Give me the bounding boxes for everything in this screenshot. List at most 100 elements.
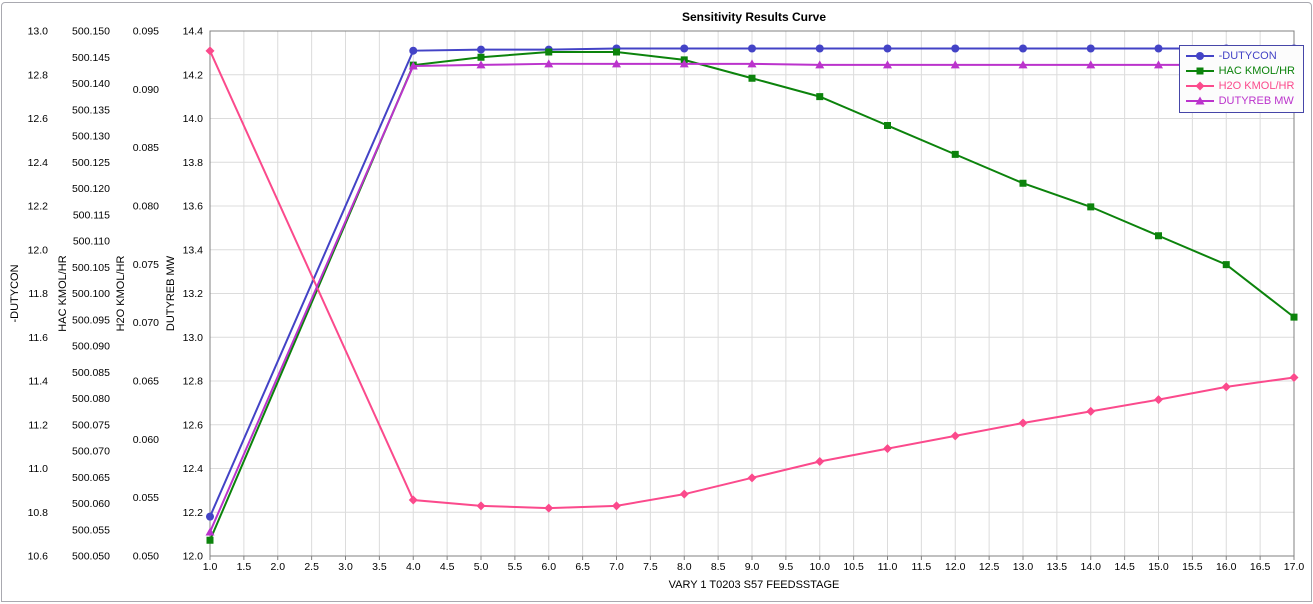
x-tick-label: 16.5: [1250, 561, 1271, 573]
y-axis-title-2: H2O KMOL/HR: [115, 256, 127, 332]
x-tick-label: 1.5: [237, 561, 252, 573]
y-tick-label: 500.135: [72, 104, 110, 116]
x-tick-label: 12.5: [979, 561, 1000, 573]
y-tick-label: 14.2: [183, 69, 204, 81]
legend-item-hac-kmol-hr[interactable]: HAC KMOL/HR: [1185, 65, 1295, 77]
series-hac-kmol-hr: [206, 48, 1298, 544]
x-tick-label: 9.0: [745, 561, 760, 573]
y-axis-2: 0.050 0.055 0.060 0.065 0.070 0.075 0.080 0.085…: [115, 26, 159, 563]
legend-item-label: -DUTYCON: [1218, 50, 1277, 62]
x-axis-title: VARY 1 T0203 S57 FEEDSSTAGE: [669, 579, 840, 591]
x-tick-label: 8.0: [677, 561, 692, 573]
y-tick-label: 500.060: [72, 498, 110, 510]
y-tick-label: 0.080: [133, 201, 159, 213]
y-tick-label: 0.050: [133, 551, 159, 563]
x-tick-label: 2.0: [270, 561, 285, 573]
x-tick-label: 14.5: [1114, 561, 1135, 573]
y-tick-label: 12.0: [183, 551, 204, 563]
y-tick-label: 500.080: [72, 393, 110, 405]
y-tick-label: 13.6: [183, 201, 204, 213]
y-tick-label: 13.0: [28, 26, 49, 38]
x-tick-label: 11.5: [912, 561, 932, 573]
legend-item-dutyreb-mw[interactable]: DUTYREB MW: [1185, 95, 1295, 107]
y-tick-label: 13.8: [183, 157, 204, 169]
x-tick-label: 3.0: [338, 561, 353, 573]
y-tick-label: 13.2: [183, 288, 204, 300]
x-tick-label: 8.5: [711, 561, 726, 573]
y-tick-label: 11.6: [28, 332, 48, 344]
y-tick-label: 13.4: [183, 244, 204, 256]
x-tick-label: 16.0: [1216, 561, 1237, 573]
x-tick-label: 10.0: [810, 561, 831, 573]
x-tick-label: 4.5: [440, 561, 455, 573]
y-tick-label: 0.070: [133, 317, 159, 329]
y-tick-label: 11.8: [28, 288, 48, 300]
legend-marker-icon: [1185, 67, 1214, 75]
y-tick-label: 12.8: [28, 69, 49, 81]
y-tick-label: 500.095: [72, 314, 110, 326]
y-axis-title-0: -DUTYCON: [9, 264, 21, 322]
x-tick-label: 3.5: [372, 561, 387, 573]
y-tick-label: 500.090: [72, 341, 110, 353]
y-tick-label: 12.4: [28, 157, 49, 169]
x-tick-label: 1.0: [203, 561, 218, 573]
y-tick-label: 10.6: [28, 551, 49, 563]
gridlines: [209, 30, 1295, 557]
x-tick-label: 15.5: [1182, 561, 1203, 573]
legend-item-h2o-kmol-hr[interactable]: H2O KMOL/HR: [1185, 80, 1295, 92]
y-tick-label: 12.8: [183, 376, 204, 388]
series-dutyreb-mw: [205, 59, 1299, 536]
y-axis-3: 12.0 12.2 12.4 12.6 12.8 13.0 13.2 13.4 13.6 13.8…: [165, 26, 203, 563]
y-tick-label: 12.6: [183, 419, 204, 431]
y-tick-label: 12.0: [28, 244, 49, 256]
x-tick-label: 12.0: [945, 561, 966, 573]
y-tick-label: 500.055: [72, 524, 110, 536]
y-tick-label: 14.4: [183, 26, 204, 38]
x-tick-label: 13.5: [1047, 561, 1068, 573]
y-tick-label: 500.100: [72, 288, 110, 300]
y-tick-label: 500.070: [72, 446, 110, 458]
legend-marker-icon: [1185, 52, 1214, 60]
legend: -DUTYCON HAC KMOL/HR H2O KMOL/HR DUTYREB MW: [1178, 45, 1304, 113]
y-tick-label: 0.095: [133, 26, 159, 38]
axes: 10.6 10.8 11.0 11.2 11.4 11.6 11.8 12.0 12.2 12.4…: [9, 26, 1304, 574]
y-tick-label: 500.130: [72, 131, 110, 143]
y-tick-label: 12.4: [183, 463, 204, 475]
x-tick-label: 7.0: [609, 561, 624, 573]
y-tick-label: 500.125: [72, 157, 110, 169]
x-tick-label: 15.0: [1148, 561, 1169, 573]
y-tick-label: 500.065: [72, 472, 110, 484]
series-group: [205, 44, 1299, 544]
legend-item-label: HAC KMOL/HR: [1218, 65, 1295, 77]
legend-marker-icon: [1185, 96, 1214, 105]
y-tick-label: 500.140: [72, 78, 110, 90]
x-tick-label: 6.0: [541, 561, 556, 573]
x-tick-label: 9.5: [779, 561, 794, 573]
y-tick-label: 12.2: [183, 507, 204, 519]
y-tick-label: 0.075: [133, 259, 159, 271]
y-tick-label: 0.090: [133, 84, 159, 96]
y-tick-label: 500.120: [72, 183, 110, 195]
y-tick-label: 14.0: [183, 113, 204, 125]
x-tick-label: 17.0: [1284, 561, 1305, 573]
y-tick-label: 10.8: [28, 507, 49, 519]
y-tick-label: 500.145: [72, 52, 110, 64]
y-tick-label: 500.050: [72, 551, 110, 563]
legend-marker-icon: [1185, 81, 1214, 91]
x-tick-label: 6.5: [575, 561, 590, 573]
y-tick-label: 12.2: [28, 201, 49, 213]
y-tick-label: 13.0: [183, 332, 204, 344]
y-tick-label: 500.105: [72, 262, 110, 274]
legend-item--dutycon[interactable]: -DUTYCON: [1185, 50, 1295, 62]
x-tick-label: 2.5: [304, 561, 319, 573]
x-tick-label: 11.0: [878, 561, 898, 573]
y-axis-1: 500.050 500.055 500.060 500.065 500.070 500.0…: [57, 26, 110, 563]
y-tick-label: 0.055: [133, 492, 159, 504]
y-axis-title-3: DUTYREB MW: [165, 255, 177, 331]
x-axis: 1.0 1.5 2.0 2.5 3.0 3.5 4.0 4.5 5.0 5.5 6.0 6.5 7.0 7…: [203, 556, 1305, 573]
x-tick-label: 13.0: [1013, 561, 1034, 573]
chart-canvas: Sensitivity Results Curve 10.6 10.8 11.0 11…: [9, 10, 1304, 591]
chart-title: Sensitivity Results Curve: [682, 10, 826, 24]
legend-item-label: H2O KMOL/HR: [1218, 80, 1295, 92]
